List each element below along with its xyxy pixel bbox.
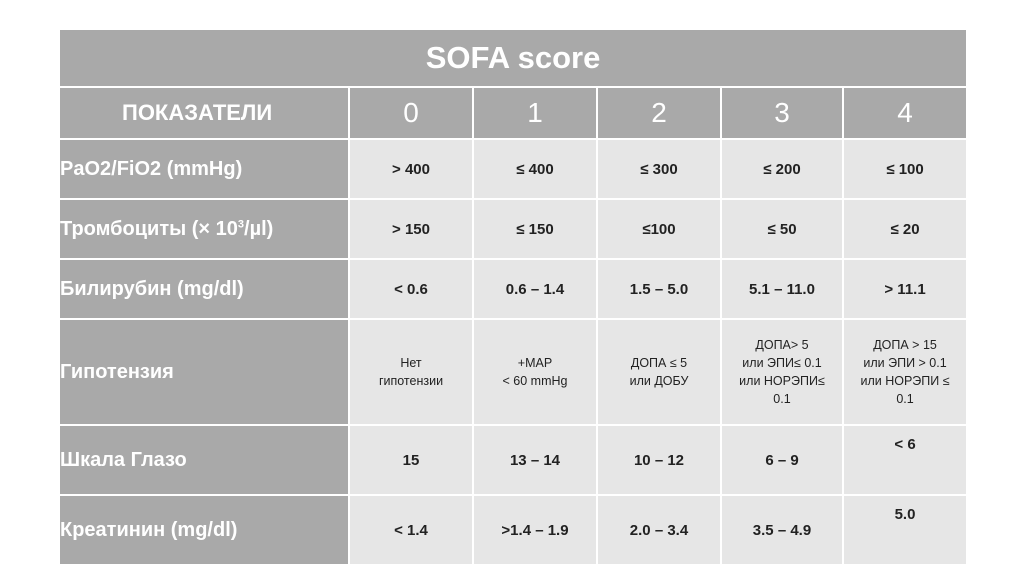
table-cell: ДОПА> 5 или ЭПИ≤ 0.1 или НОРЭПИ≤ 0.1 <box>720 318 844 426</box>
score-header-1: 1 <box>472 86 598 140</box>
row-label-hypotension: Гипотензия <box>58 318 350 426</box>
table-row-platelets: Тромбоциты (× 103/µl) > 150 ≤ 150 ≤100 ≤… <box>58 198 969 260</box>
row-label-platelets-pre: Тромбоциты (× 10 <box>60 217 238 240</box>
score-header-3: 3 <box>720 86 844 140</box>
table-cell: < 1.4 <box>348 494 474 566</box>
table-cell: ≤ 50 <box>720 198 844 260</box>
header-label: ПОКАЗАТЕЛИ <box>58 86 350 140</box>
table-cell: 10 – 12 <box>596 424 722 496</box>
header-row: ПОКАЗАТЕЛИ 0 1 2 3 4 <box>58 86 969 140</box>
table-cell: ≤ 200 <box>720 138 844 200</box>
score-header-0: 0 <box>348 86 474 140</box>
row-label-creatinine: Креатинин (mg/dl) <box>58 494 350 566</box>
table-cell: ≤ 20 <box>841 198 969 260</box>
row-label-platelets-sup: 3 <box>237 217 245 230</box>
table-cell: ≤ 400 <box>472 138 598 200</box>
table-cell: 0.6 – 1.4 <box>472 258 598 320</box>
table-cell: > 11.1 <box>841 258 969 320</box>
table-cell: 5.0 <box>841 494 969 566</box>
table-title: SOFA score <box>57 28 969 88</box>
table-cell: > 150 <box>348 198 474 260</box>
row-label-platelets: Тромбоциты (× 103/µl) <box>58 198 350 260</box>
table-row-bilirubin: Билирубин (mg/dl) < 0.6 0.6 – 1.4 1.5 – … <box>58 258 969 320</box>
table-row-glasgow: Шкала Глазо 15 13 – 14 10 – 12 6 – 9 < 6 <box>58 424 969 496</box>
table-cell: ≤ 150 <box>472 198 598 260</box>
table-cell: < 0.6 <box>348 258 474 320</box>
row-label-bilirubin: Билирубин (mg/dl) <box>58 258 350 320</box>
table-cell: ДОПА ≤ 5 или ДОБУ <box>596 318 722 426</box>
row-label-pao2: PaO2/FiO2 (mmHg) <box>58 138 350 200</box>
table-cell: >1.4 – 1.9 <box>472 494 598 566</box>
table-cell: +MAP < 60 mmHg <box>472 318 598 426</box>
sofa-table: SOFA score ПОКАЗАТЕЛИ 0 1 2 3 4 PaO2/FiO… <box>57 28 969 566</box>
table-cell: 5.1 – 11.0 <box>720 258 844 320</box>
table-cell: ДОПА > 15 или ЭПИ > 0.1 или НОРЭПИ ≤ 0.1 <box>841 318 969 426</box>
row-label-platelets-post: /µl) <box>244 217 274 240</box>
table-cell: > 400 <box>348 138 474 200</box>
table-cell: 13 – 14 <box>472 424 598 496</box>
table-cell: 6 – 9 <box>720 424 844 496</box>
table-cell: Нет гипотензии <box>348 318 474 426</box>
table-cell: ≤ 300 <box>596 138 722 200</box>
table-cell: 15 <box>348 424 474 496</box>
table-cell: 3.5 – 4.9 <box>720 494 844 566</box>
table-cell: ≤ 100 <box>841 138 969 200</box>
score-header-2: 2 <box>596 86 722 140</box>
table-row-hypotension: Гипотензия Нет гипотензии +MAP < 60 mmHg… <box>58 318 969 426</box>
table-cell: 1.5 – 5.0 <box>596 258 722 320</box>
table-cell: < 6 <box>841 424 969 496</box>
slide: SOFA score ПОКАЗАТЕЛИ 0 1 2 3 4 PaO2/FiO… <box>57 28 969 566</box>
row-label-glasgow: Шкала Глазо <box>58 424 350 496</box>
table-row-creatinine: Креатинин (mg/dl) < 1.4 >1.4 – 1.9 2.0 –… <box>58 494 969 566</box>
table-row-pao2: PaO2/FiO2 (mmHg) > 400 ≤ 400 ≤ 300 ≤ 200… <box>58 138 969 200</box>
table-cell: ≤100 <box>596 198 722 260</box>
score-header-4: 4 <box>841 86 969 140</box>
table-cell: 2.0 – 3.4 <box>596 494 722 566</box>
